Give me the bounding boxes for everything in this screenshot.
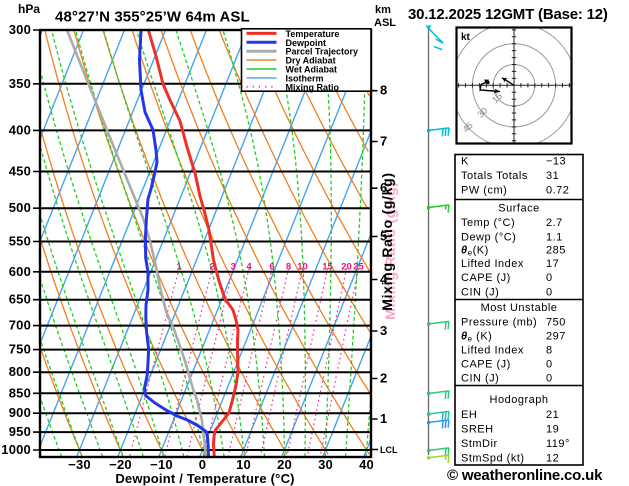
svg-text:31: 31 xyxy=(546,170,559,182)
svg-text:1: 1 xyxy=(380,411,387,426)
svg-text:900: 900 xyxy=(9,405,31,420)
svg-text:297: 297 xyxy=(546,331,566,343)
svg-text:Most Unstable: Most Unstable xyxy=(481,302,558,314)
svg-text:Hodograph: Hodograph xyxy=(490,394,549,406)
svg-text:1: 1 xyxy=(176,262,182,273)
svg-text:45: 45 xyxy=(461,120,475,134)
svg-text:5: 5 xyxy=(380,229,387,244)
svg-text:25: 25 xyxy=(353,262,364,273)
svg-text:8: 8 xyxy=(380,83,387,98)
svg-text:km: km xyxy=(375,4,391,16)
svg-text:Wet Adiabat: Wet Adiabat xyxy=(286,65,338,75)
svg-text:1.1: 1.1 xyxy=(546,232,563,244)
svg-text:StmSpd (kt): StmSpd (kt) xyxy=(461,453,525,465)
svg-text:1000: 1000 xyxy=(1,442,31,457)
svg-text:−10: −10 xyxy=(150,457,173,472)
svg-text:600: 600 xyxy=(9,264,31,279)
svg-text:0.72: 0.72 xyxy=(546,185,569,197)
svg-text:4: 4 xyxy=(380,272,388,287)
svg-text:EH: EH xyxy=(461,409,477,421)
svg-text:Dry Adiabat: Dry Adiabat xyxy=(286,56,336,66)
svg-text:0: 0 xyxy=(199,457,206,472)
svg-text:Temperature: Temperature xyxy=(286,29,340,39)
svg-text:Lifted Index: Lifted Index xyxy=(461,345,524,357)
svg-text:119°: 119° xyxy=(546,438,570,450)
svg-text:30: 30 xyxy=(318,457,333,472)
svg-text:10: 10 xyxy=(297,262,308,273)
svg-text:Mixing Ratio (g/kg): Mixing Ratio (g/kg) xyxy=(379,172,395,311)
svg-text:Mixing Ratio (g/kg): Mixing Ratio (g/kg) xyxy=(382,181,398,320)
svg-text:19: 19 xyxy=(546,424,559,436)
svg-text:7: 7 xyxy=(380,134,387,149)
svg-text:Dewp (°C): Dewp (°C) xyxy=(461,232,516,244)
svg-text:15: 15 xyxy=(322,262,333,273)
svg-text:8: 8 xyxy=(546,345,553,357)
svg-text:−30: −30 xyxy=(68,457,91,472)
svg-text:40: 40 xyxy=(359,457,374,472)
svg-text:θe(K): θe(K) xyxy=(461,245,489,258)
svg-text:Surface: Surface xyxy=(498,203,539,215)
svg-text:300: 300 xyxy=(9,22,31,37)
svg-text:48°27’N 355°25’W 64m ASL: 48°27’N 355°25’W 64m ASL xyxy=(55,9,250,26)
svg-text:6: 6 xyxy=(269,262,274,273)
svg-text:LCL: LCL xyxy=(380,445,398,455)
svg-text:Dewpoint / Temperature (°C): Dewpoint / Temperature (°C) xyxy=(115,471,294,486)
svg-text:θe (K): θe (K) xyxy=(461,331,492,344)
svg-text:10: 10 xyxy=(236,457,251,472)
svg-text:CAPE (J): CAPE (J) xyxy=(461,272,511,284)
svg-text:ASL: ASL xyxy=(374,17,396,29)
svg-text:CIN (J): CIN (J) xyxy=(461,287,499,299)
svg-text:3: 3 xyxy=(380,323,387,338)
svg-text:30.12.2025 12GMT (Base: 12): 30.12.2025 12GMT (Base: 12) xyxy=(408,6,608,23)
svg-text:−20: −20 xyxy=(109,457,132,472)
svg-text:0: 0 xyxy=(546,373,553,385)
svg-text:3: 3 xyxy=(231,262,236,273)
svg-text:CAPE (J): CAPE (J) xyxy=(461,359,511,371)
svg-text:−13: −13 xyxy=(546,156,566,168)
svg-text:650: 650 xyxy=(9,292,31,307)
svg-text:17: 17 xyxy=(546,258,559,270)
svg-text:kt: kt xyxy=(461,32,471,43)
svg-text:4: 4 xyxy=(246,262,252,273)
svg-text:0: 0 xyxy=(546,287,553,299)
svg-text:PW (cm): PW (cm) xyxy=(461,185,507,197)
svg-text:0: 0 xyxy=(546,359,553,371)
svg-text:500: 500 xyxy=(9,200,31,215)
svg-text:hPa: hPa xyxy=(18,2,40,16)
svg-text:Parcel Trajectory: Parcel Trajectory xyxy=(286,47,359,57)
svg-text:450: 450 xyxy=(9,164,31,179)
svg-text:6: 6 xyxy=(380,180,387,195)
svg-text:Isotherm: Isotherm xyxy=(286,73,324,83)
svg-text:StmDir: StmDir xyxy=(461,438,498,450)
svg-text:SREH: SREH xyxy=(461,424,494,436)
svg-text:750: 750 xyxy=(546,317,566,329)
svg-text:Pressure (mb): Pressure (mb) xyxy=(461,317,537,329)
svg-text:21: 21 xyxy=(546,409,559,421)
svg-text:800: 800 xyxy=(9,364,31,379)
svg-text:700: 700 xyxy=(9,318,31,333)
svg-text:350: 350 xyxy=(9,76,31,91)
svg-text:285: 285 xyxy=(546,245,566,257)
svg-text:950: 950 xyxy=(9,424,31,439)
svg-text:Temp (°C): Temp (°C) xyxy=(461,217,515,229)
svg-text:Dewpoint: Dewpoint xyxy=(286,38,327,48)
svg-text:20: 20 xyxy=(277,457,292,472)
svg-text:12: 12 xyxy=(546,453,559,465)
svg-text:850: 850 xyxy=(9,385,31,400)
svg-text:© weatheronline.co.uk: © weatheronline.co.uk xyxy=(447,467,603,484)
svg-text:CIN (J): CIN (J) xyxy=(461,373,499,385)
svg-text:Totals Totals: Totals Totals xyxy=(461,170,528,182)
svg-text:400: 400 xyxy=(9,122,31,137)
svg-text:20: 20 xyxy=(341,262,352,273)
svg-text:Mixing Ratio: Mixing Ratio xyxy=(286,82,340,92)
svg-text:0: 0 xyxy=(546,272,553,284)
svg-text:750: 750 xyxy=(9,342,31,357)
svg-text:K: K xyxy=(461,156,469,168)
svg-text:2: 2 xyxy=(380,371,387,386)
svg-text:2: 2 xyxy=(210,262,215,273)
svg-text:Lifted Index: Lifted Index xyxy=(461,258,524,270)
svg-text:550: 550 xyxy=(9,234,31,249)
svg-text:8: 8 xyxy=(286,262,291,273)
svg-text:2.7: 2.7 xyxy=(546,217,563,229)
